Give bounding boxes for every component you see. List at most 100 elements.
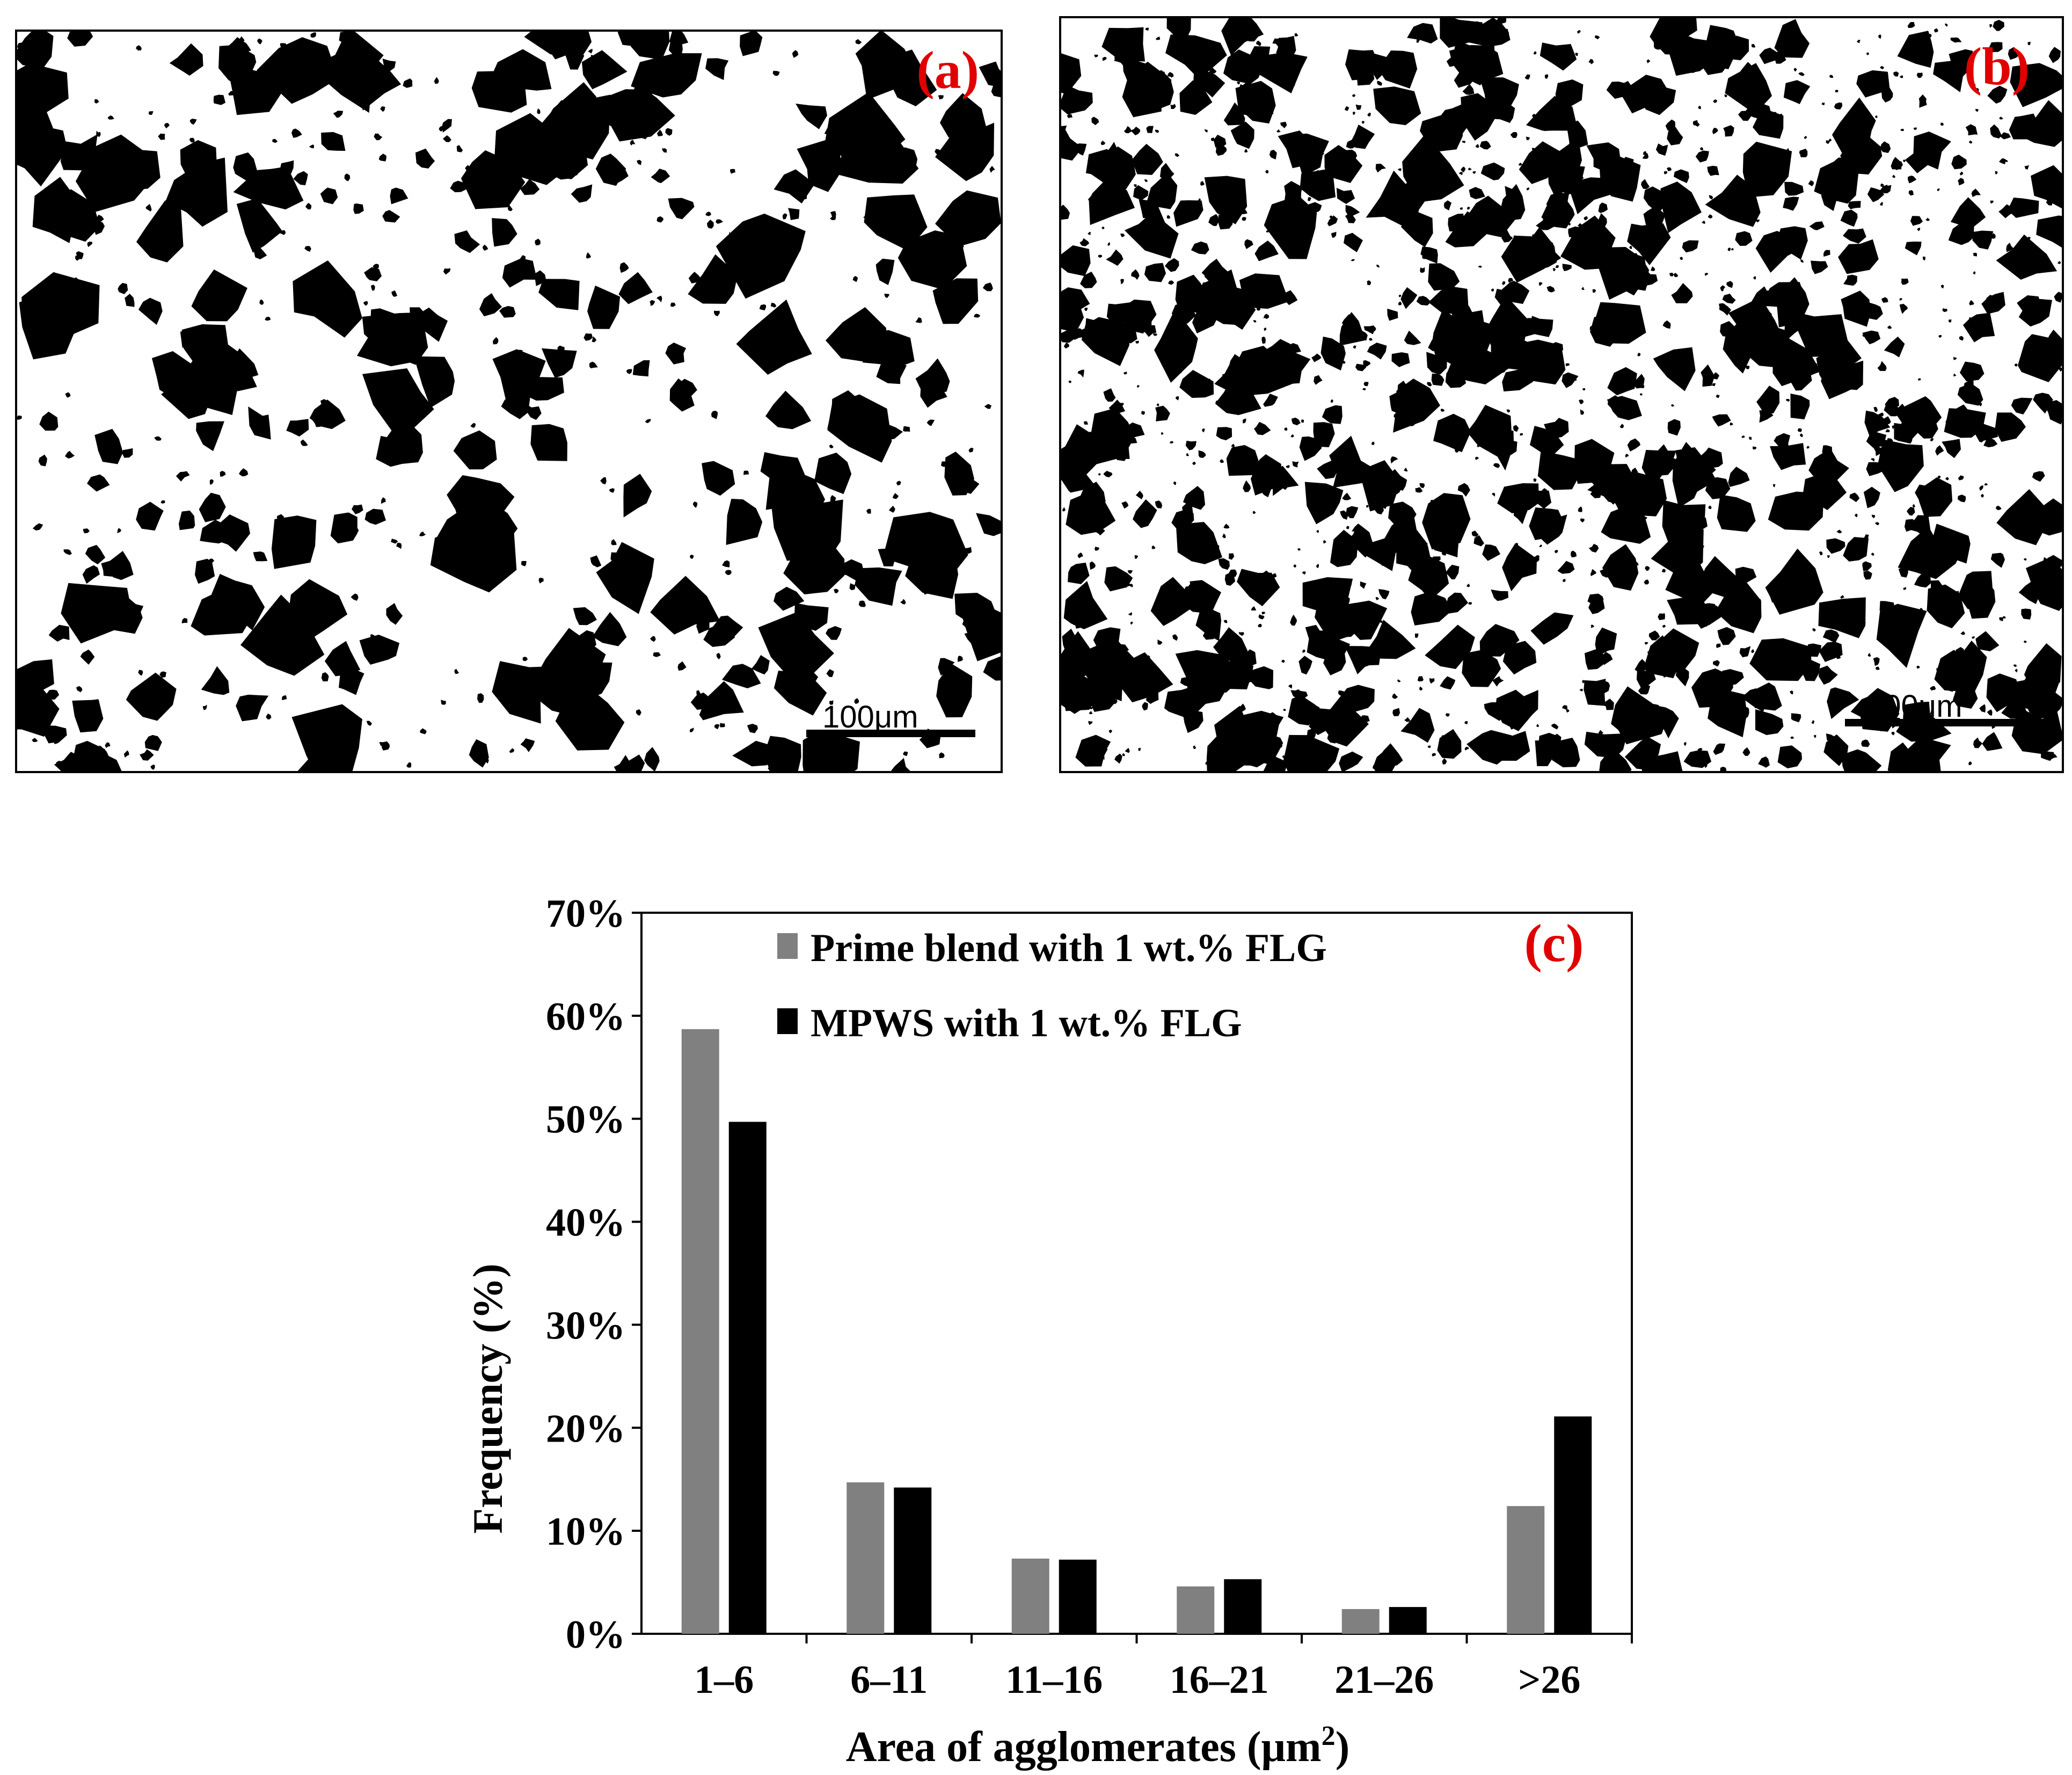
particle — [265, 316, 271, 321]
particle — [1827, 687, 1859, 719]
particle — [1840, 595, 1844, 599]
particle — [1618, 264, 1651, 291]
particle — [1101, 226, 1105, 229]
particle — [1944, 408, 1986, 438]
particle — [236, 198, 283, 253]
particle — [596, 542, 654, 614]
particle — [1648, 630, 1660, 641]
particle — [1246, 353, 1250, 357]
particle — [1311, 353, 1322, 362]
bar-mpws-0 — [728, 1122, 767, 1634]
particle — [1896, 737, 1951, 771]
particle — [1723, 125, 1734, 137]
particle — [1377, 81, 1383, 86]
particle — [99, 590, 105, 595]
particle — [1962, 312, 1995, 343]
particle — [1467, 207, 1470, 210]
particle — [1437, 729, 1462, 759]
particle — [1998, 204, 2013, 219]
particle — [589, 361, 598, 368]
particle — [1427, 382, 1432, 387]
particle — [1661, 569, 1666, 573]
particle — [1533, 478, 1537, 482]
particle — [1592, 289, 1596, 293]
particle — [1811, 719, 1815, 724]
particle — [1773, 484, 1776, 488]
micrograph-a: (a) 100μm — [15, 30, 1003, 773]
particle — [1261, 336, 1266, 344]
particle — [1209, 67, 1217, 75]
particle — [1910, 216, 1923, 226]
particle — [1522, 752, 1527, 755]
particle — [1089, 711, 1093, 715]
particle — [740, 32, 763, 56]
particle — [1727, 89, 1731, 92]
particle — [1990, 200, 1994, 204]
particle — [1147, 655, 1150, 659]
particle — [557, 345, 565, 353]
particle — [1917, 477, 1953, 517]
particle — [1619, 557, 1629, 566]
particle — [485, 758, 489, 764]
particle — [777, 235, 791, 247]
particle — [1554, 550, 1558, 554]
particle — [1813, 734, 1816, 738]
particle — [1098, 473, 1101, 476]
particle — [508, 205, 513, 212]
particle — [1590, 569, 1596, 577]
particle — [148, 111, 154, 115]
particle — [1758, 756, 1770, 768]
particle — [935, 122, 995, 181]
particle — [1655, 143, 1668, 156]
particle — [689, 554, 694, 559]
particle — [1361, 460, 1399, 512]
particle — [1958, 475, 1964, 481]
particle — [1200, 181, 1205, 186]
particle — [1828, 138, 1832, 142]
particle — [1945, 23, 1948, 27]
particle — [692, 501, 698, 508]
particle — [1081, 317, 1130, 366]
particle — [1823, 250, 1830, 257]
particle — [1106, 249, 1123, 266]
particle — [1121, 206, 1127, 213]
particle — [792, 50, 799, 58]
particle — [1095, 547, 1100, 551]
particle — [94, 428, 123, 464]
particle — [1973, 252, 1978, 257]
particle — [1619, 424, 1624, 428]
particle — [1301, 419, 1304, 423]
particle — [362, 368, 434, 433]
particle — [520, 179, 540, 195]
particle — [2017, 334, 2062, 382]
particle — [382, 59, 396, 74]
particle — [538, 279, 580, 310]
particle — [538, 578, 544, 584]
particle — [2053, 187, 2058, 192]
particle — [768, 755, 794, 771]
particle — [1256, 307, 1261, 311]
particle — [312, 416, 324, 427]
particle — [1061, 245, 1091, 277]
particle — [721, 560, 730, 568]
particle — [1742, 141, 1792, 198]
particle — [1749, 436, 1752, 440]
particle — [1089, 179, 1135, 225]
particle — [1903, 587, 1907, 590]
particle — [1835, 90, 1838, 93]
particle — [1748, 325, 1790, 369]
particle — [1264, 195, 1317, 259]
particle — [304, 246, 311, 252]
particle — [69, 747, 122, 771]
particle — [381, 497, 386, 504]
y-axis-title: Frequency (%) — [464, 1263, 511, 1533]
particle — [160, 500, 165, 504]
particle — [1061, 128, 1083, 161]
particle — [1969, 300, 1974, 305]
particle — [1622, 705, 1630, 713]
particle — [1391, 352, 1410, 367]
particle — [1935, 445, 1944, 456]
particle — [1265, 350, 1271, 353]
particle — [176, 471, 190, 482]
particle — [631, 53, 702, 98]
